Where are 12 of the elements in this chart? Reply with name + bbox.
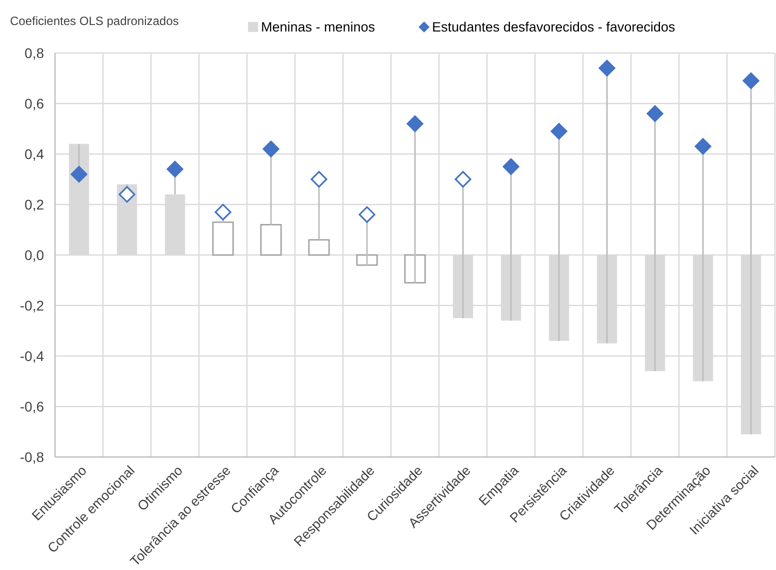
legend-label: Estudantes desfavorecidos - favorecidos [432, 20, 676, 35]
y-tick-label: -0,2 [20, 297, 44, 314]
y-tick-label: 0,6 [24, 95, 44, 112]
y-tick-label: -0,8 [20, 448, 44, 465]
y-tick-label: 0,8 [24, 44, 44, 61]
y-tick-label: 0,0 [24, 246, 44, 263]
y-tick-label: 0,2 [24, 196, 44, 212]
y-axis-title: Coeficientes OLS padronizados [10, 14, 179, 28]
y-tick-label: -0,4 [20, 348, 44, 364]
y-tick-label: -0,6 [20, 398, 44, 414]
y-tick-label: 0,4 [24, 146, 44, 162]
legend-label: Meninas - meninos [261, 20, 376, 35]
